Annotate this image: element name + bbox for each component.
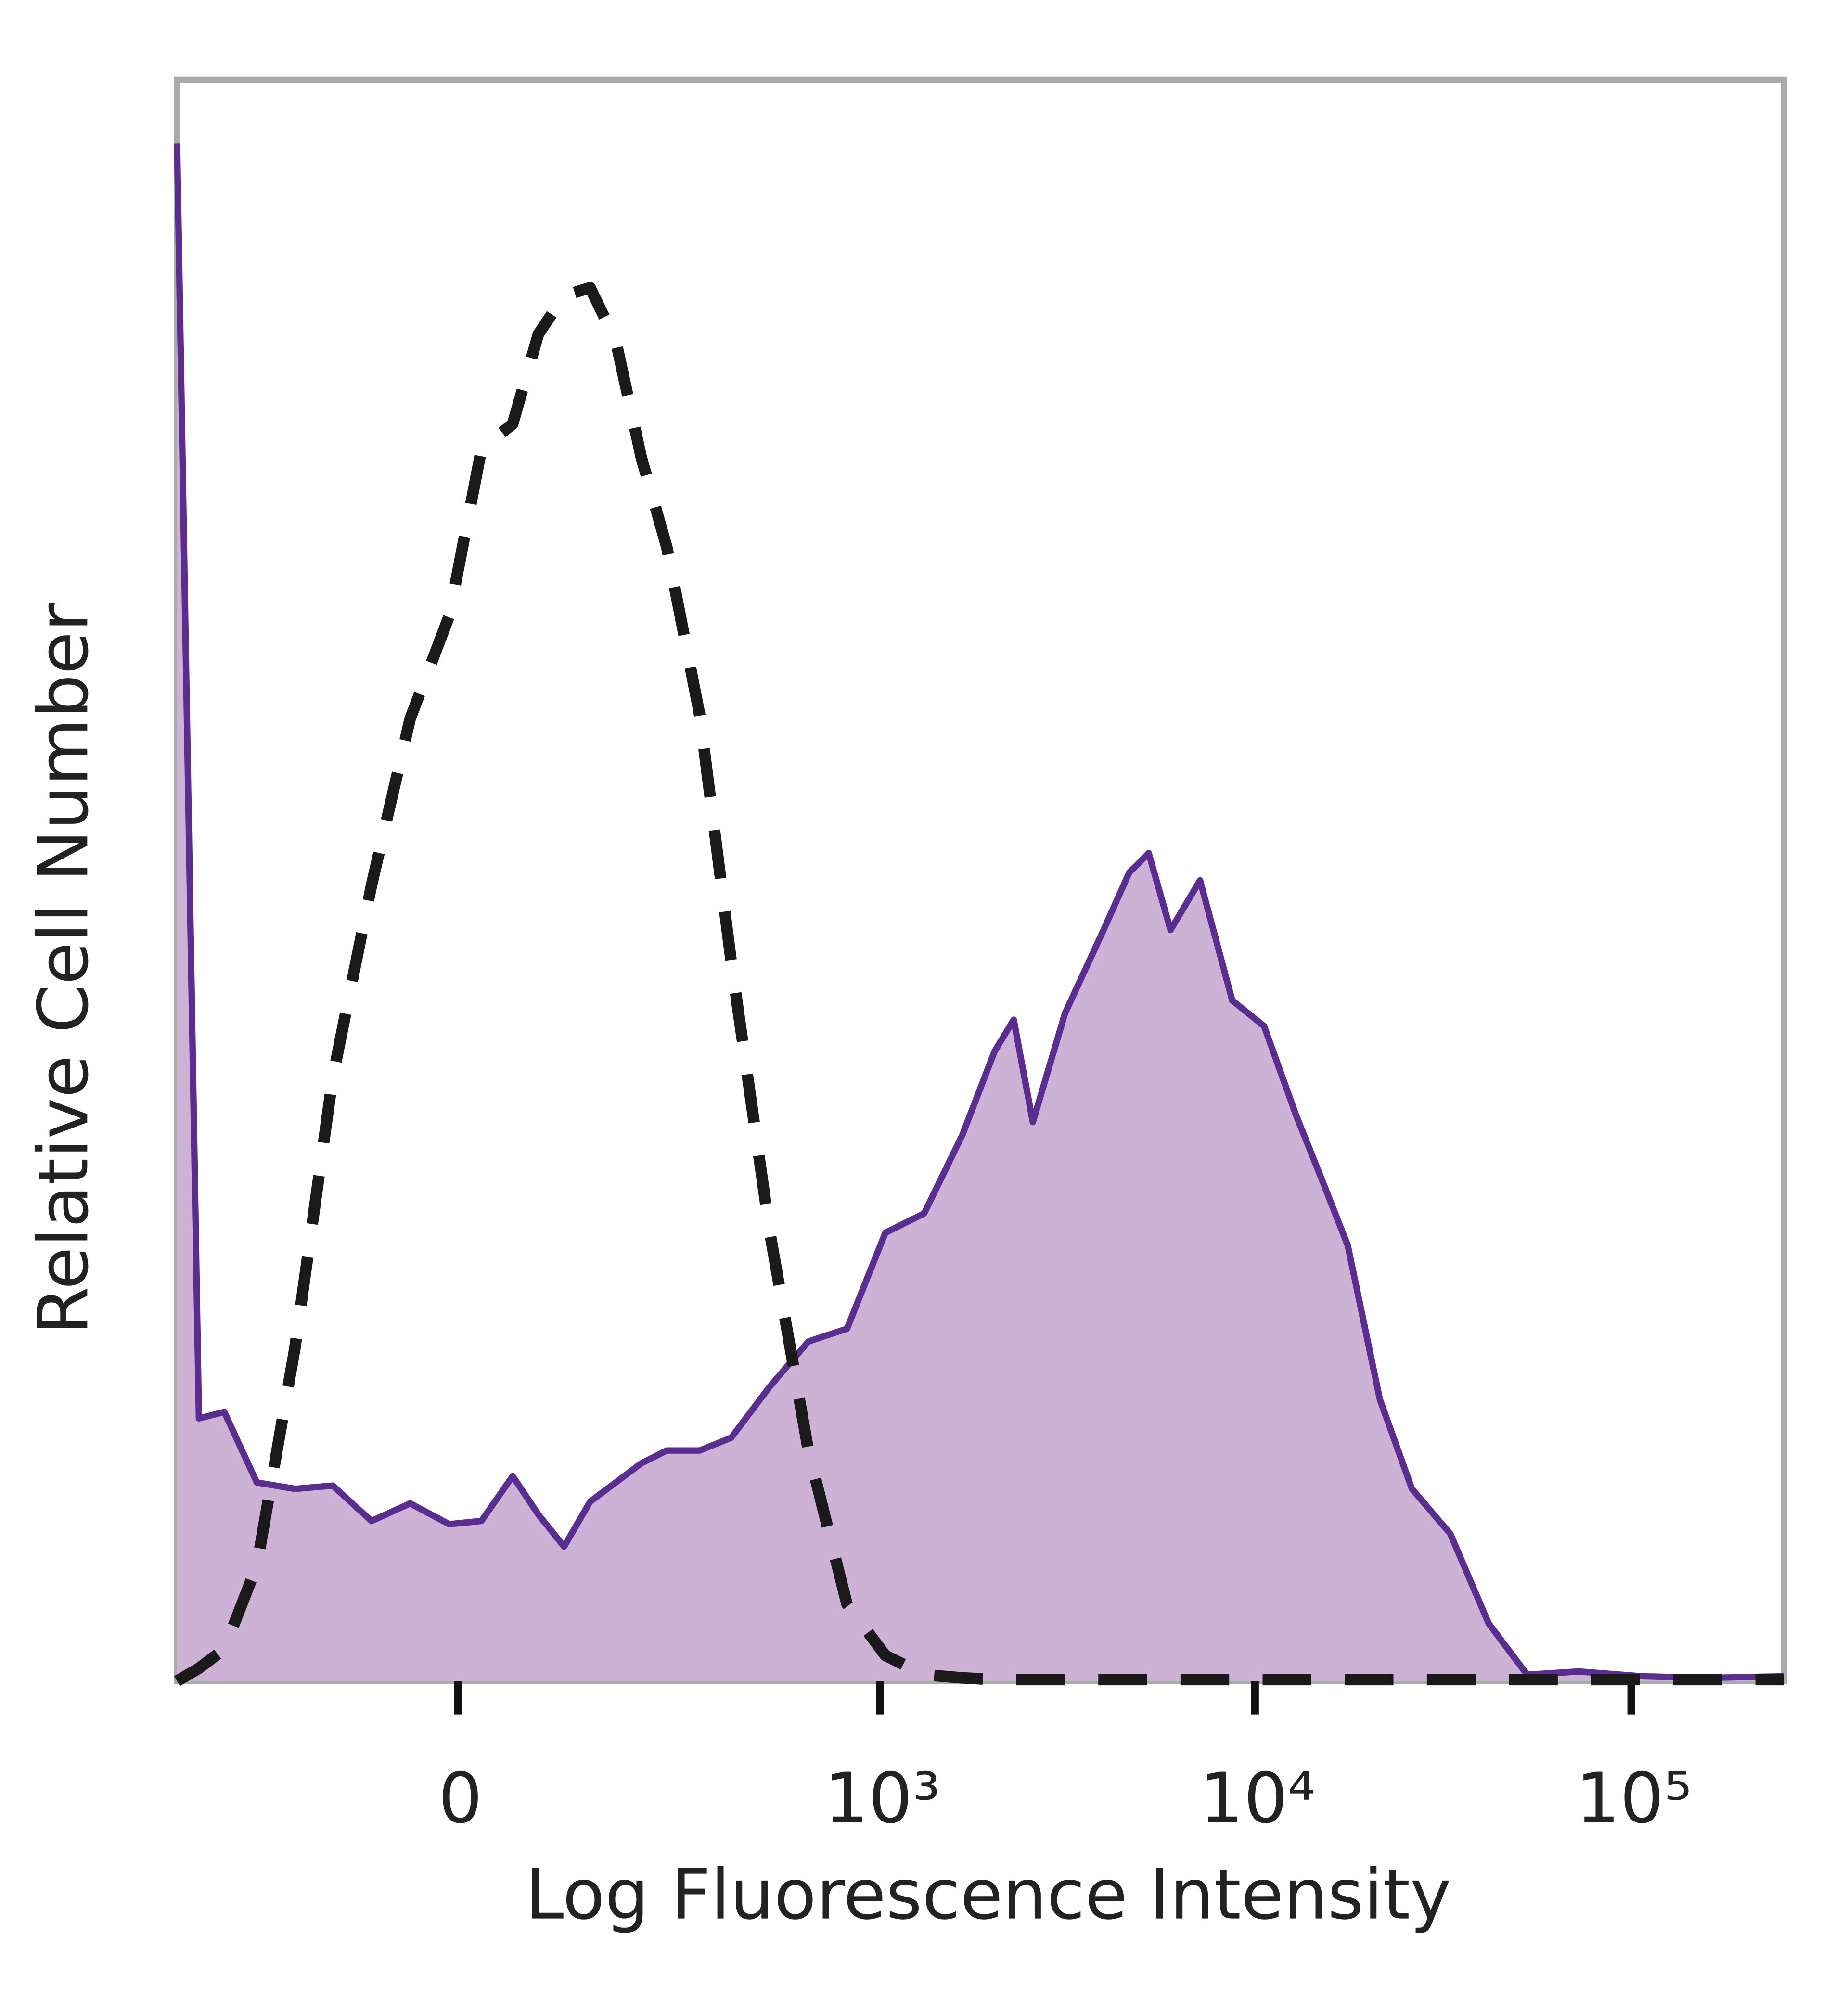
control-line (174, 282, 1784, 1686)
histogram-line (174, 143, 1784, 1681)
x-axis-label: Log Fluorescence Intensity (525, 1854, 1451, 1935)
x-tick-label: 10³ (824, 1758, 940, 1839)
y-axis-label: Relative Cell Number (23, 603, 103, 1335)
x-tick-label: 10⁴ (1200, 1758, 1316, 1839)
x-tick-label: 0 (438, 1758, 483, 1839)
histogram-area (177, 143, 1784, 1681)
x-tick-label: 10⁵ (1576, 1758, 1692, 1839)
